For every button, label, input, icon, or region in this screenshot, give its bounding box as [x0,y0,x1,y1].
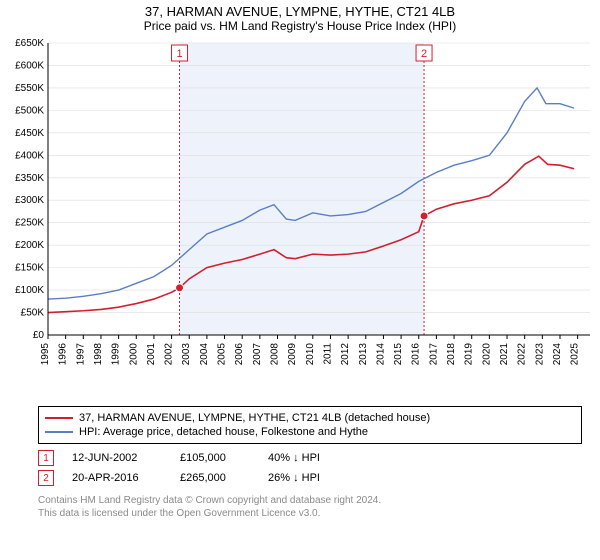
legend: 37, HARMAN AVENUE, LYMPNE, HYTHE, CT21 4… [38,406,582,444]
svg-text:£250K: £250K [15,218,44,229]
annotation-price: £265,000 [180,472,250,484]
svg-text:£600K: £600K [15,60,44,71]
svg-text:£0: £0 [33,330,45,341]
footnote-line2: This data is licensed under the Open Gov… [38,507,582,520]
svg-text:2020: 2020 [481,343,492,366]
svg-text:2009: 2009 [287,343,298,366]
svg-text:2017: 2017 [428,343,439,366]
svg-text:£200K: £200K [15,240,44,251]
legend-row: HPI: Average price, detached house, Folk… [45,425,575,439]
price-chart: £0 £50K £100K £150K £200K £250K £300K £350K £400… [0,35,600,395]
svg-text:1: 1 [176,48,182,60]
title-subtitle: Price paid vs. HM Land Registry's House … [0,19,600,33]
svg-text:£300K: £300K [15,195,44,206]
title-address: 37, HARMAN AVENUE, LYMPNE, HYTHE, CT21 4… [0,4,600,19]
svg-text:2011: 2011 [322,343,333,365]
svg-text:2022: 2022 [517,343,528,366]
svg-text:2006: 2006 [234,343,245,366]
legend-row: 37, HARMAN AVENUE, LYMPNE, HYTHE, CT21 4… [45,411,575,425]
svg-text:£400K: £400K [15,150,44,161]
svg-text:2003: 2003 [181,343,192,366]
legend-swatch [45,431,73,433]
svg-text:2008: 2008 [270,343,281,366]
chart-container: £0 £50K £100K £150K £200K £250K £300K £350K £400… [0,35,600,400]
annotation-price: £105,000 [180,452,250,464]
annotation-marker: 1 [38,450,54,466]
svg-text:£500K: £500K [15,105,44,116]
svg-text:£450K: £450K [15,128,44,139]
svg-text:2: 2 [421,48,427,60]
svg-text:£100K: £100K [15,285,44,296]
svg-text:2025: 2025 [570,343,581,366]
legend-swatch [45,417,73,419]
legend-label: 37, HARMAN AVENUE, LYMPNE, HYTHE, CT21 4… [79,412,430,424]
svg-text:1998: 1998 [93,343,104,366]
svg-text:2014: 2014 [375,343,386,366]
footnote-line1: Contains HM Land Registry data © Crown c… [38,494,582,507]
svg-text:1997: 1997 [75,343,86,366]
svg-text:2015: 2015 [393,343,404,366]
svg-text:2023: 2023 [534,343,545,366]
svg-text:£550K: £550K [15,83,44,94]
svg-text:2019: 2019 [464,343,475,366]
svg-text:2010: 2010 [305,343,316,366]
svg-text:2000: 2000 [128,343,139,366]
svg-text:2001: 2001 [146,343,157,366]
annotation-pct: 26% ↓ HPI [268,472,358,484]
svg-text:2018: 2018 [446,343,457,366]
svg-text:£650K: £650K [15,38,44,49]
svg-text:£350K: £350K [15,173,44,184]
svg-text:£50K: £50K [21,308,45,319]
svg-text:2004: 2004 [199,343,210,366]
svg-text:2012: 2012 [340,343,351,366]
svg-text:2016: 2016 [411,343,422,366]
svg-text:£150K: £150K [15,263,44,274]
svg-text:2021: 2021 [499,343,510,366]
svg-text:2024: 2024 [552,343,563,366]
legend-label: HPI: Average price, detached house, Folk… [79,426,368,438]
annotation-row: 2 20-APR-2016 £265,000 26% ↓ HPI [38,468,582,488]
svg-text:2005: 2005 [217,343,228,366]
svg-text:2013: 2013 [358,343,369,366]
svg-text:1996: 1996 [58,343,69,366]
title-block: 37, HARMAN AVENUE, LYMPNE, HYTHE, CT21 4… [0,0,600,35]
svg-text:1999: 1999 [111,343,122,366]
annotation-marker: 2 [38,470,54,486]
annotations: 1 12-JUN-2002 £105,000 40% ↓ HPI 2 20-APR-201… [38,448,582,488]
annotation-row: 1 12-JUN-2002 £105,000 40% ↓ HPI [38,448,582,468]
annotation-pct: 40% ↓ HPI [268,452,358,464]
svg-text:2007: 2007 [252,343,263,366]
svg-text:2002: 2002 [164,343,175,366]
annotation-date: 12-JUN-2002 [72,452,162,464]
annotation-date: 20-APR-2016 [72,472,162,484]
footnote: Contains HM Land Registry data © Crown c… [38,494,582,520]
svg-text:1995: 1995 [40,343,51,366]
